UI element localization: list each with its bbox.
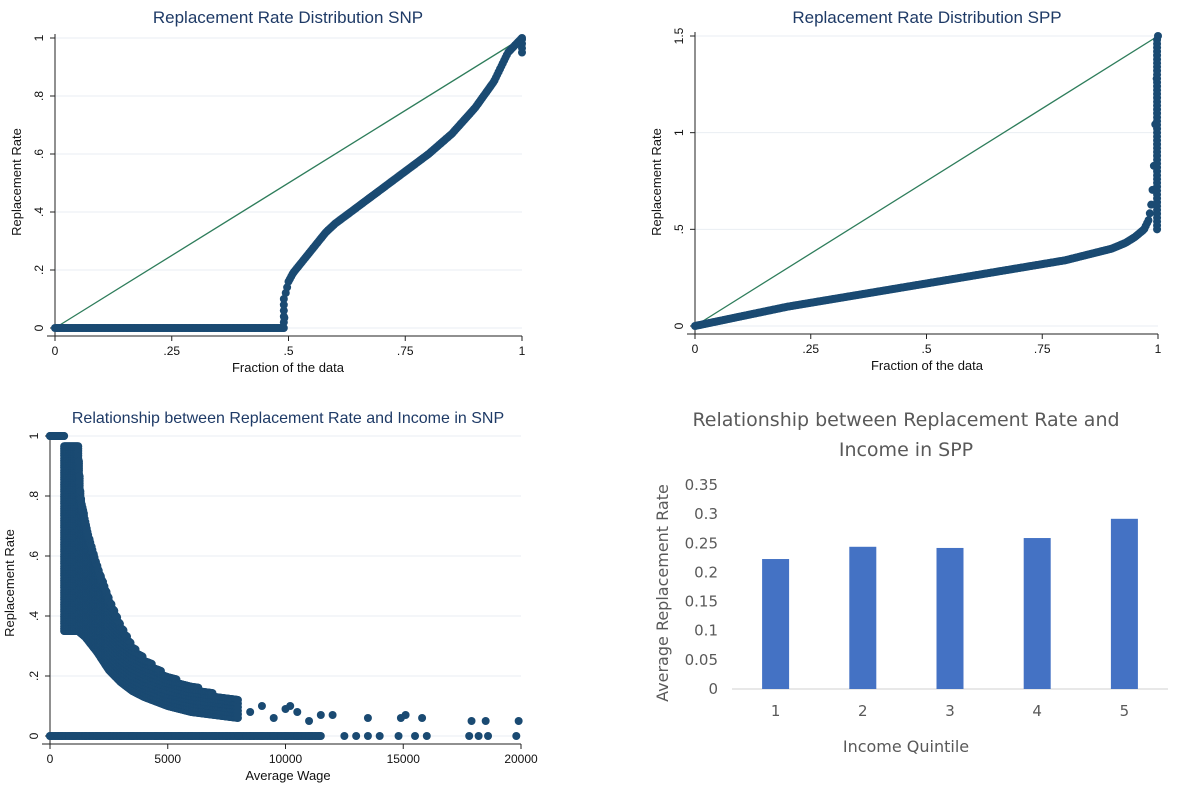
x-tick-label: 0 bbox=[47, 752, 54, 766]
chart-title: Replacement Rate Distribution SNP bbox=[153, 8, 423, 27]
data-point bbox=[1153, 35, 1162, 44]
data-point bbox=[1144, 216, 1153, 225]
y-tick-label: 0 bbox=[32, 324, 46, 331]
snp-distribution-panel: Replacement Rate Distribution SNP Fracti… bbox=[0, 0, 590, 390]
spp-distribution-panel: Replacement Rate Distribution SPP Fracti… bbox=[590, 0, 1177, 390]
x-tick-label: .5 bbox=[283, 344, 293, 358]
y-tick-label: 1 bbox=[32, 34, 46, 41]
y-tick-label: 0 bbox=[27, 732, 41, 739]
data-point bbox=[75, 472, 84, 481]
x-tick-label: .25 bbox=[802, 342, 819, 356]
x-tick-label: 20000 bbox=[504, 752, 538, 766]
data-point bbox=[76, 487, 85, 496]
y-tick-label: .4 bbox=[32, 207, 46, 217]
data-point bbox=[1145, 209, 1154, 218]
data-point bbox=[518, 35, 526, 44]
y-tick-label: 1 bbox=[27, 432, 41, 439]
x-tick-label: 15000 bbox=[387, 752, 421, 766]
y-tick-label: .8 bbox=[27, 491, 41, 501]
x-axis-label: Fraction of the data bbox=[232, 360, 345, 375]
data-point bbox=[74, 442, 83, 451]
y-tick-label: .2 bbox=[32, 265, 46, 275]
x-tick-label: 10000 bbox=[269, 752, 303, 766]
x-axis-label: Average Wage bbox=[245, 768, 330, 783]
y-tick-label: .8 bbox=[32, 91, 46, 101]
reference-line bbox=[54, 37, 523, 329]
snp-income-panel: Relationship between Replacement Rate an… bbox=[0, 395, 590, 787]
x-tick-label: .5 bbox=[921, 342, 931, 356]
y-tick-label: 1 bbox=[672, 129, 686, 136]
x-tick-label: 5000 bbox=[154, 752, 181, 766]
data-point bbox=[74, 457, 83, 466]
y-tick-label: 0 bbox=[672, 322, 686, 329]
chart-title: Relationship between Replacement Rate an… bbox=[72, 410, 504, 427]
x-tick-label: 1 bbox=[519, 344, 526, 358]
data-point bbox=[279, 312, 288, 321]
chart-title: Replacement Rate Distribution SPP bbox=[792, 8, 1061, 27]
snp-income-chart: Relationship between Replacement Rate an… bbox=[2, 410, 538, 783]
data-point bbox=[279, 300, 288, 309]
data-point bbox=[279, 295, 288, 303]
data-point bbox=[279, 324, 288, 332]
data-point bbox=[279, 318, 288, 327]
x-tick-label: .75 bbox=[1034, 342, 1051, 356]
y-tick-label: 1.5 bbox=[672, 27, 686, 44]
snp-distribution-chart: Replacement Rate Distribution SNP Fracti… bbox=[9, 8, 526, 375]
y-tick-label: .2 bbox=[27, 671, 41, 681]
y-tick-label: .6 bbox=[32, 149, 46, 159]
y-tick-label: .5 bbox=[672, 224, 686, 234]
x-axis-label: Fraction of the data bbox=[871, 358, 984, 373]
y-axis-label: Replacement Rate bbox=[649, 128, 664, 236]
x-tick-label: 1 bbox=[1155, 342, 1162, 356]
x-tick-label: 0 bbox=[52, 344, 59, 358]
x-tick-label: .25 bbox=[163, 344, 180, 358]
x-tick-label: .75 bbox=[397, 344, 414, 358]
x-tick-label: 0 bbox=[692, 342, 699, 356]
data-point bbox=[279, 306, 288, 315]
y-tick-label: .4 bbox=[27, 611, 41, 621]
reference-line bbox=[694, 35, 1159, 327]
spp-distribution-chart: Replacement Rate Distribution SPP Fracti… bbox=[649, 8, 1162, 373]
y-axis-label: Replacement Rate bbox=[9, 128, 24, 236]
y-axis-label: Replacement Rate bbox=[2, 529, 17, 637]
y-tick-label: .6 bbox=[27, 551, 41, 561]
